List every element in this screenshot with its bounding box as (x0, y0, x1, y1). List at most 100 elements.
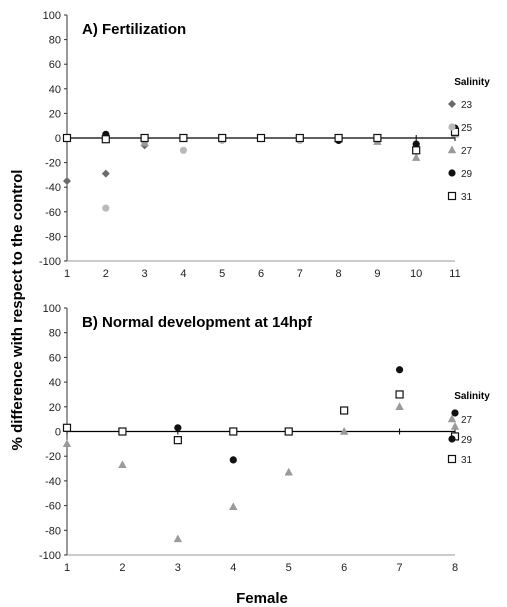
x-tick-label: 2 (119, 562, 125, 574)
legend-label-27: 27 (461, 146, 473, 157)
data-point-salinity-27 (339, 427, 349, 435)
y-tick-label: 100 (43, 10, 61, 22)
y-tick-label: -80 (45, 231, 61, 243)
data-point-salinity-31 (295, 133, 304, 143)
data-point-salinity-27 (412, 153, 421, 161)
legend-marker-23 (448, 100, 456, 108)
y-tick-label: -20 (45, 451, 61, 463)
x-tick-label: 6 (258, 268, 264, 280)
y-tick-label: 60 (49, 352, 61, 364)
data-point-salinity-27 (450, 422, 460, 430)
x-tick-label: 1 (64, 268, 70, 280)
y-tick-label: 80 (49, 35, 61, 47)
data-point-salinity-29 (412, 140, 420, 148)
data-point-salinity-31 (118, 427, 127, 436)
data-point-salinity-31 (218, 133, 227, 143)
y-tick-label: 100 (43, 303, 61, 315)
data-point-salinity-31 (179, 133, 188, 143)
data-point-salinity-27 (62, 439, 72, 448)
y-tick-label: 40 (49, 84, 61, 96)
data-point-salinity-27 (118, 460, 127, 469)
x-tick-label: 3 (175, 562, 181, 574)
y-tick-label: 0 (55, 133, 61, 145)
legend-marker-27 (447, 145, 457, 154)
data-point-salinity-29 (451, 409, 459, 417)
legend-label-31: 31 (461, 455, 473, 466)
data-point-salinity-29 (174, 424, 182, 432)
y-tick-label: -100 (39, 550, 61, 562)
legend-title: Salinity (454, 77, 490, 88)
y-axis-label: % difference with respect to the control (9, 170, 26, 451)
legend-marker-31 (447, 191, 457, 201)
legend-label-31: 31 (461, 192, 473, 203)
x-tick-label: 3 (142, 268, 148, 280)
legend-title: Salinity (454, 391, 490, 402)
y-tick-label: -60 (45, 501, 61, 513)
data-point-salinity-31 (62, 133, 72, 143)
x-tick-label: 5 (286, 562, 292, 574)
legend-marker-27 (447, 414, 457, 423)
x-tick-label: 9 (374, 268, 380, 280)
x-tick-label: 4 (230, 562, 236, 574)
data-point-salinity-31 (62, 423, 72, 432)
x-tick-label: 8 (336, 268, 342, 280)
data-point-salinity-29 (395, 366, 404, 374)
legend-marker-29 (448, 169, 456, 177)
legend-marker-29 (448, 435, 456, 443)
legend-label-23: 23 (461, 100, 473, 111)
y-tick-label: 80 (49, 328, 61, 340)
data-point-salinity-27 (284, 467, 293, 476)
legend-marker-31 (447, 454, 457, 464)
data-point-salinity-27 (229, 502, 238, 511)
x-tick-label: 1 (64, 562, 70, 574)
legend-label-25: 25 (461, 123, 473, 134)
x-tick-label: 5 (219, 268, 225, 280)
x-tick-label: 11 (449, 268, 460, 280)
x-tick-label: 7 (397, 562, 403, 574)
data-point-salinity-31 (140, 133, 149, 143)
legend-label-29: 29 (461, 435, 473, 446)
legend-label-29: 29 (461, 169, 473, 180)
data-point-salinity-27 (395, 402, 404, 410)
data-point-salinity-31 (101, 135, 110, 144)
x-tick-label: 2 (103, 268, 109, 280)
x-tick-label: 4 (180, 268, 186, 280)
data-point-salinity-31 (334, 133, 343, 143)
x-tick-label: 8 (452, 562, 458, 574)
data-point-salinity-31 (173, 436, 182, 445)
y-tick-label: -100 (39, 256, 61, 268)
x-tick-label: 6 (341, 562, 347, 574)
data-point-salinity-31 (395, 390, 404, 399)
x-axis-label: Female (236, 590, 288, 607)
y-tick-label: -80 (45, 525, 61, 537)
y-tick-label: 60 (49, 59, 61, 71)
data-point-salinity-31 (229, 427, 238, 436)
legend-label-27: 27 (461, 415, 473, 426)
y-tick-label: -60 (45, 207, 61, 219)
data-point-salinity-31 (412, 146, 421, 155)
panel-title: A) Fertilization (82, 21, 186, 38)
data-point-salinity-27 (140, 138, 149, 147)
y-tick-label: 20 (49, 402, 61, 414)
panel-title: B) Normal development at 14hpf (82, 314, 313, 331)
y-tick-label: 40 (49, 377, 61, 389)
data-point-salinity-25 (102, 204, 110, 212)
data-point-salinity-31 (340, 406, 349, 415)
x-tick-label: 7 (297, 268, 303, 280)
y-tick-label: 0 (55, 427, 61, 439)
data-point-salinity-23 (101, 169, 110, 178)
y-tick-label: -40 (45, 182, 61, 194)
x-tick-label: 10 (410, 268, 422, 280)
data-point-salinity-27 (173, 534, 183, 543)
data-point-salinity-25 (179, 146, 187, 154)
data-point-salinity-31 (373, 133, 382, 143)
y-tick-label: 20 (49, 108, 61, 120)
data-point-salinity-23 (63, 177, 71, 186)
y-tick-label: -20 (45, 158, 61, 170)
data-point-salinity-31 (256, 133, 266, 143)
data-point-salinity-31 (284, 427, 293, 436)
legend-marker-25 (448, 123, 456, 131)
